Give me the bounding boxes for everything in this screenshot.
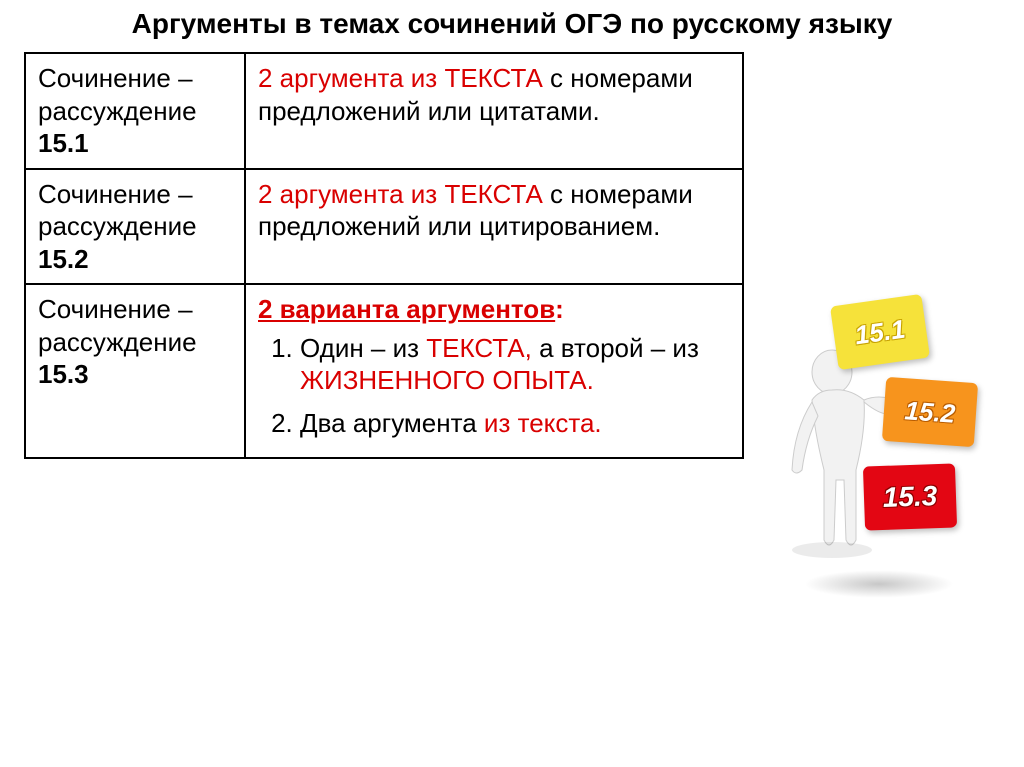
item-text: Два	[300, 408, 346, 438]
sign-15-1: 15.1	[830, 294, 930, 370]
item-text: Один – из	[300, 333, 426, 363]
item-text-red: из текста.	[484, 408, 602, 438]
row1-right-cell: 2 аргумента из ТЕКСТА с номерами предлож…	[245, 53, 743, 169]
essay-number: 15.3	[38, 359, 89, 389]
essay-label: рассуждение	[38, 211, 197, 241]
table-row: Сочинение – рассуждение 15.3 2 варианта …	[25, 284, 743, 458]
row1-left-cell: Сочинение – рассуждение 15.1	[25, 53, 245, 169]
page-title: Аргументы в темах сочинений ОГЭ по русск…	[0, 0, 1024, 52]
list-item: Один – из ТЕКСТА, а второй – из ЖИЗНЕННО…	[300, 332, 730, 397]
row2-left-cell: Сочинение – рассуждение 15.2	[25, 169, 245, 285]
essay-label: Сочинение –	[38, 294, 193, 324]
row2-right-cell: 2 аргумента из ТЕКСТА с номерами предлож…	[245, 169, 743, 285]
item-text: аргумента	[346, 408, 484, 438]
essay-number: 15.1	[38, 128, 89, 158]
essay-label: рассуждение	[38, 96, 197, 126]
item-text-red: ЖИЗНЕННОГО ОПЫТА.	[300, 365, 594, 395]
row3-left-cell: Сочинение – рассуждение 15.3	[25, 284, 245, 458]
sign-15-2: 15.2	[882, 377, 978, 447]
essay-label: Сочинение –	[38, 179, 193, 209]
item-text: а второй – из	[532, 333, 699, 363]
row3-right-cell: 2 варианта аргументов: Один – из ТЕКСТА,…	[245, 284, 743, 458]
sign-15-3: 15.3	[863, 463, 957, 530]
variants-list: Один – из ТЕКСТА, а второй – из ЖИЗНЕННО…	[258, 332, 730, 440]
table-row: Сочинение – рассуждение 15.1 2 аргумента…	[25, 53, 743, 169]
list-item: Два аргумента из текста.	[300, 407, 730, 440]
essay-label: рассуждение	[38, 327, 197, 357]
figure-illustration: 15.1 15.2 15.3	[774, 300, 994, 600]
shadow-shape	[804, 570, 954, 598]
argument-red-text: 2 аргумента из ТЕКСТА	[258, 179, 543, 209]
item-text-red: ТЕКСТА,	[426, 333, 532, 363]
essay-number: 15.2	[38, 244, 89, 274]
table-row: Сочинение – рассуждение 15.2 2 аргумента…	[25, 169, 743, 285]
essay-label: Сочинение –	[38, 63, 193, 93]
arguments-table: Сочинение – рассуждение 15.1 2 аргумента…	[24, 52, 744, 459]
variants-label: 2 варианта аргументов	[258, 294, 555, 324]
variants-colon: :	[555, 294, 564, 324]
argument-red-text: 2 аргумента из ТЕКСТА	[258, 63, 543, 93]
